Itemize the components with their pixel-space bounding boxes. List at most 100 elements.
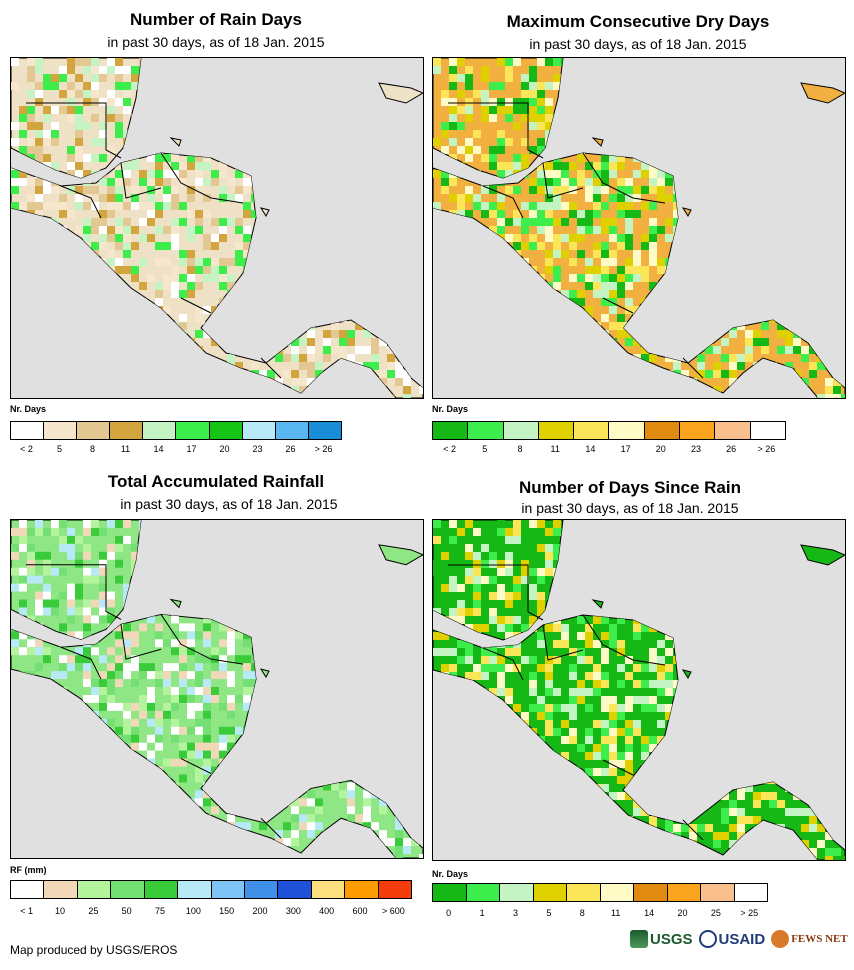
legend-swatch	[278, 881, 312, 898]
data-cell	[633, 800, 641, 808]
data-cell	[379, 338, 387, 346]
data-cell	[481, 672, 489, 680]
data-cell	[235, 655, 243, 664]
data-cell	[521, 90, 529, 98]
data-cell	[19, 520, 27, 528]
data-cell	[83, 154, 91, 162]
data-cell	[801, 346, 809, 354]
data-cell	[577, 218, 585, 226]
data-cell	[489, 210, 497, 218]
data-cell	[219, 258, 227, 266]
data-cell	[665, 688, 673, 696]
data-cell	[219, 663, 227, 672]
data-cell	[497, 98, 505, 106]
data-cell	[163, 194, 171, 202]
data-cell	[625, 720, 633, 728]
data-cell	[745, 354, 753, 362]
data-cell	[227, 734, 235, 743]
data-cell	[585, 218, 593, 226]
data-cell	[505, 186, 513, 194]
data-cell	[75, 226, 83, 234]
data-cell	[179, 647, 187, 656]
data-cell	[419, 386, 423, 394]
data-cell	[195, 742, 203, 751]
data-cell	[123, 226, 131, 234]
data-cell	[497, 688, 505, 696]
data-cell	[481, 106, 489, 114]
data-cell	[35, 122, 43, 130]
legend-swatch	[345, 881, 379, 898]
data-cell	[609, 290, 617, 298]
data-cell	[433, 528, 441, 536]
data-cell	[347, 790, 355, 799]
legend-label: < 2	[443, 444, 456, 454]
data-cell	[785, 346, 793, 354]
data-cell	[585, 178, 593, 186]
data-cell	[489, 82, 497, 90]
data-cell	[785, 362, 793, 370]
data-cell	[625, 194, 633, 202]
data-cell	[641, 170, 649, 178]
data-cell	[545, 122, 553, 130]
data-cell	[139, 663, 147, 672]
data-cell	[577, 226, 585, 234]
data-cell	[633, 210, 641, 218]
data-cell	[569, 696, 577, 704]
data-cell	[115, 162, 123, 170]
data-cell	[131, 162, 139, 170]
data-cell	[107, 591, 115, 600]
panel-1-title: Number of Rain Days	[130, 10, 302, 29]
data-cell	[107, 202, 115, 210]
data-cell	[545, 186, 553, 194]
data-cell	[187, 694, 195, 703]
data-cell	[307, 370, 315, 378]
data-cell	[481, 98, 489, 106]
data-cell	[187, 250, 195, 258]
data-cell	[107, 258, 115, 266]
data-cell	[545, 728, 553, 736]
data-cell	[203, 750, 211, 759]
data-cell	[761, 322, 769, 330]
data-cell	[131, 726, 139, 735]
data-cell	[115, 130, 123, 138]
data-cell	[179, 774, 187, 783]
data-cell	[91, 74, 99, 82]
data-cell	[601, 616, 609, 624]
data-cell	[441, 186, 449, 194]
data-cell	[291, 370, 299, 378]
data-cell	[553, 552, 561, 560]
data-cell	[347, 330, 355, 338]
data-cell	[601, 720, 609, 728]
data-cell	[577, 656, 585, 664]
data-cell	[513, 648, 521, 656]
data-cell	[649, 226, 657, 234]
data-cell	[577, 298, 585, 306]
data-cell	[75, 559, 83, 568]
data-cell	[497, 130, 505, 138]
data-cell	[481, 576, 489, 584]
data-cell	[617, 704, 625, 712]
data-cell	[537, 600, 545, 608]
data-cell	[171, 694, 179, 703]
data-cell	[131, 266, 139, 274]
data-cell	[601, 266, 609, 274]
data-cell	[721, 816, 729, 824]
data-cell	[347, 354, 355, 362]
data-cell	[259, 822, 267, 831]
data-cell	[347, 814, 355, 823]
data-cell	[505, 66, 513, 74]
data-cell	[99, 226, 107, 234]
data-cell	[123, 234, 131, 242]
legend-label: 200	[252, 906, 268, 916]
data-cell	[537, 584, 545, 592]
data-cell	[513, 520, 521, 528]
data-cell	[219, 623, 227, 632]
data-cell	[83, 226, 91, 234]
data-cell	[841, 394, 845, 398]
data-cell	[449, 74, 457, 82]
data-cell	[609, 736, 617, 744]
data-cell	[19, 607, 27, 616]
data-cell	[585, 162, 593, 170]
data-cell	[553, 234, 561, 242]
islands	[169, 82, 423, 218]
